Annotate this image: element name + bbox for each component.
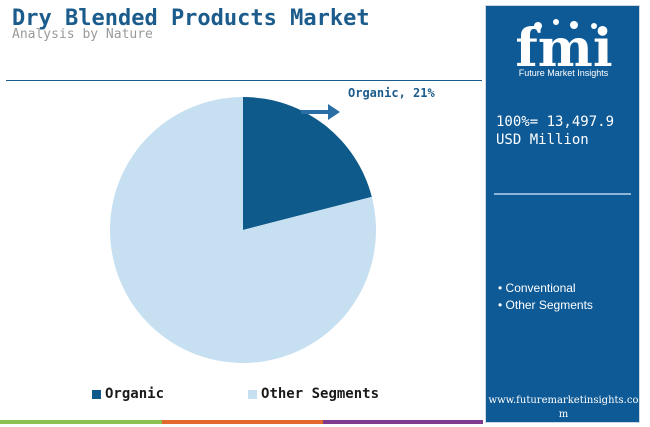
accent-bar-orange (162, 420, 323, 424)
pie-chart: Organic, 21% (110, 86, 435, 363)
segment-item-other: • Other Segments (498, 298, 593, 312)
organic-annotation: Organic, 21% (348, 86, 435, 100)
side-panel: fmi Future Market Insights 100%= 13,497.… (485, 5, 640, 423)
logo-dot-icon (534, 22, 542, 30)
legend-label-other: Other Segments (261, 386, 380, 402)
accent-bar-purple (323, 420, 483, 424)
legend-item-other: Other Segments (248, 386, 379, 402)
segment-list: • Conventional • Other Segments (498, 280, 593, 314)
accent-bar-green (0, 420, 162, 424)
logo-dot-icon (591, 23, 597, 29)
website-link[interactable]: www.futuremarketinsights.com (488, 395, 639, 420)
svg-text:fmi: fmi (515, 18, 612, 79)
market-total: 100%= 13,497.9 USD Million (496, 114, 615, 148)
panel-divider (494, 193, 631, 195)
legend-label-organic: Organic (105, 386, 165, 402)
pie-slice-other-segments (110, 97, 377, 363)
segment-item-conventional: • Conventional (498, 281, 576, 295)
annotation-arrow (301, 104, 340, 120)
legend-swatch-other (248, 389, 258, 399)
pie-slices (110, 97, 377, 363)
pie-slice-organic (243, 97, 372, 230)
fmi-logo: fmi (515, 18, 612, 79)
logo-dot-icon (570, 21, 578, 29)
title-divider (6, 80, 482, 81)
chart-legend: Organic Other Segments (92, 386, 463, 402)
legend-item-organic: Organic (92, 386, 164, 402)
page-subtitle: Analysis by Nature (12, 27, 153, 42)
logo-dot-icon (553, 19, 559, 25)
legend-swatch-organic (92, 389, 101, 399)
page-title: Dry Blended Products Market (12, 6, 370, 31)
brand-name: Future Market Insights (518, 68, 609, 78)
